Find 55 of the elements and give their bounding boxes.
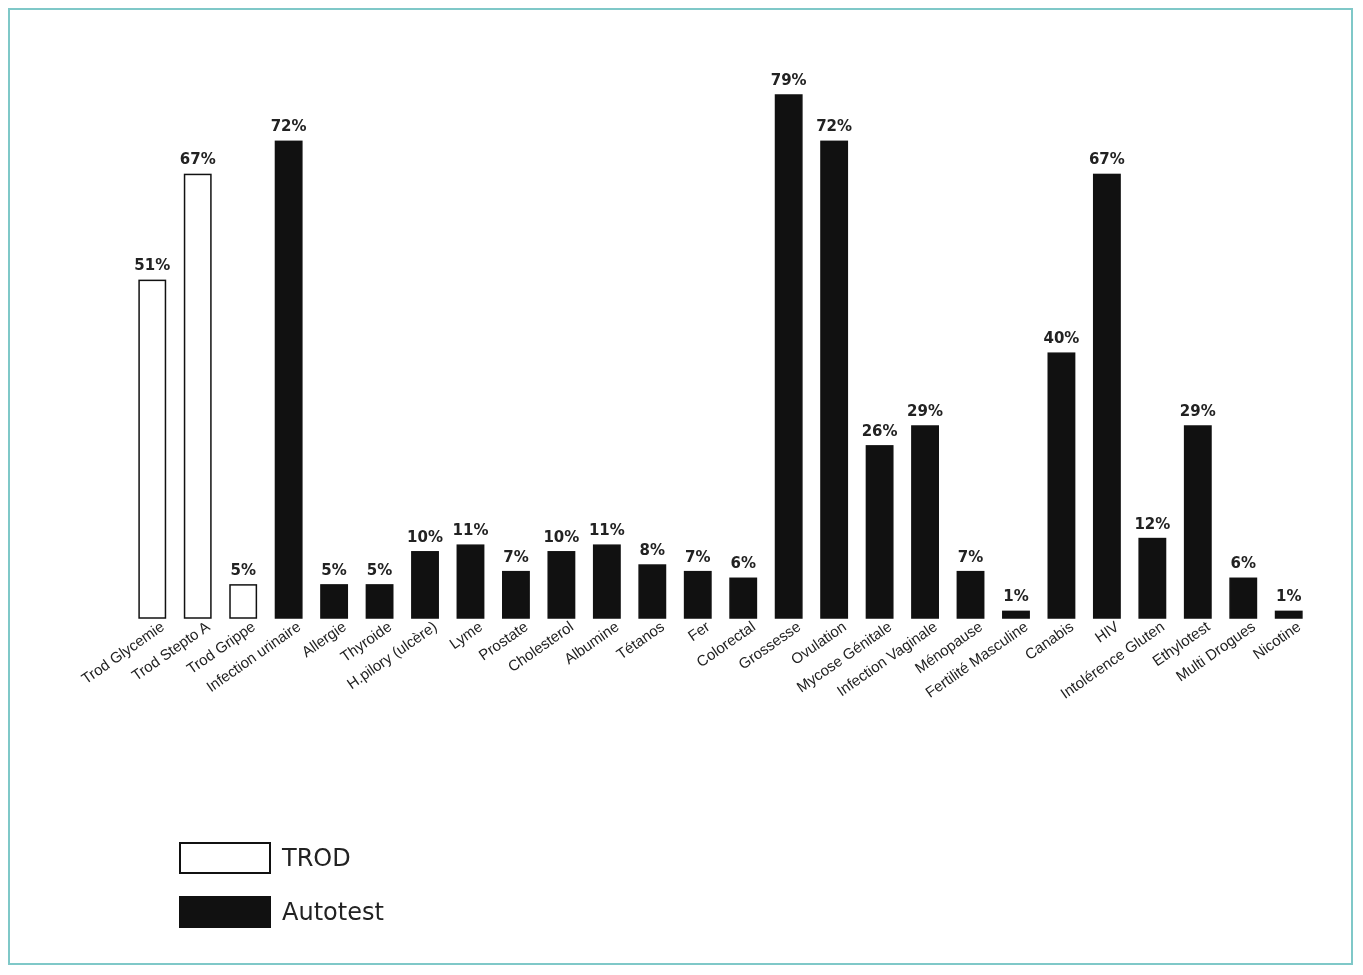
data-label: 29% bbox=[907, 402, 944, 421]
bar bbox=[502, 570, 530, 619]
data-label: 11% bbox=[452, 521, 489, 540]
data-label: 6% bbox=[1230, 554, 1256, 573]
data-label: 7% bbox=[503, 547, 529, 566]
x-tick-label: HIV bbox=[1091, 617, 1122, 646]
bar bbox=[138, 279, 167, 619]
bar bbox=[229, 584, 258, 619]
bar bbox=[320, 584, 349, 619]
data-label: 26% bbox=[861, 421, 898, 440]
bar bbox=[1274, 610, 1303, 619]
bar bbox=[1047, 352, 1076, 619]
bar bbox=[1229, 577, 1258, 619]
legend-label: TROD bbox=[281, 844, 351, 872]
data-label: 67% bbox=[1088, 150, 1125, 169]
bar bbox=[183, 173, 212, 619]
bar bbox=[911, 425, 939, 619]
data-label: 67% bbox=[179, 150, 216, 169]
bar bbox=[365, 584, 394, 619]
data-label: 11% bbox=[588, 521, 625, 540]
data-label: 8% bbox=[639, 541, 666, 560]
data-label: 5% bbox=[230, 560, 256, 579]
data-label: 29% bbox=[1179, 402, 1216, 421]
bar bbox=[683, 570, 712, 619]
data-label: 72% bbox=[816, 117, 853, 136]
data-label: 5% bbox=[366, 560, 393, 579]
data-label: 10% bbox=[407, 527, 443, 546]
bar bbox=[774, 94, 803, 619]
data-label: 7% bbox=[685, 547, 711, 566]
bar bbox=[456, 544, 485, 619]
data-label: 1% bbox=[1275, 587, 1302, 606]
legend-label: Autotest bbox=[282, 898, 384, 926]
data-label: 1% bbox=[1003, 587, 1029, 606]
bar bbox=[638, 564, 667, 619]
data-label: 10% bbox=[543, 527, 580, 546]
data-label: 72% bbox=[270, 117, 307, 136]
bar bbox=[411, 551, 439, 619]
data-label: 51% bbox=[134, 256, 171, 275]
data-label: 40% bbox=[1043, 329, 1080, 348]
data-label: 79% bbox=[770, 71, 807, 89]
bar bbox=[1183, 425, 1212, 619]
bar bbox=[592, 544, 621, 619]
data-label: 6% bbox=[730, 554, 756, 573]
data-label: 7% bbox=[957, 547, 984, 566]
bar bbox=[729, 577, 758, 619]
data-label: 5% bbox=[321, 560, 347, 579]
bar bbox=[274, 140, 303, 619]
bar bbox=[1002, 610, 1030, 619]
bar bbox=[547, 551, 576, 619]
bar bbox=[1138, 537, 1167, 619]
bar bbox=[1092, 173, 1121, 619]
data-label: 12% bbox=[1134, 514, 1171, 533]
bar bbox=[865, 445, 894, 619]
bar bbox=[956, 570, 985, 619]
bar bbox=[820, 140, 849, 619]
